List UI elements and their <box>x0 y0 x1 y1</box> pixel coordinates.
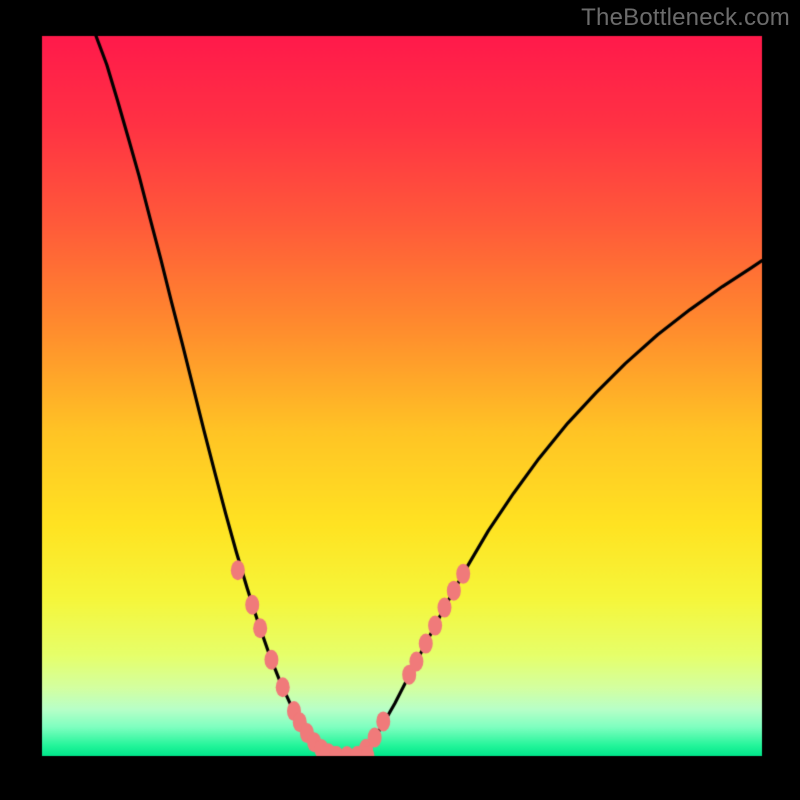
bottleneck-curve-chart <box>0 0 800 800</box>
watermark-text: TheBottleneck.com <box>581 4 790 32</box>
chart-root: TheBottleneck.com <box>0 0 800 800</box>
